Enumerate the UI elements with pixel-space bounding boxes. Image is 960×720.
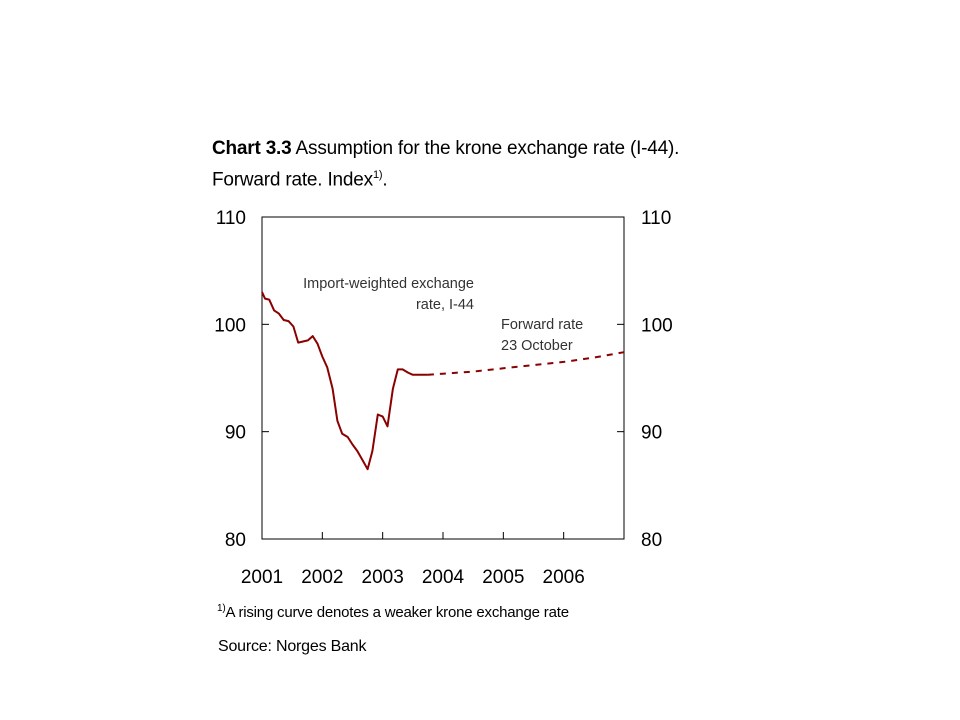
chart-title-text: Assumption for the krone exchange rate (… [212,138,680,191]
x-tick-label: 2004 [422,567,465,588]
x-tick-label: 2003 [362,567,404,588]
forward-rate-line [427,351,625,376]
annotation-forward-rate: 23 October [501,338,573,354]
y-tick-label-left: 110 [216,208,246,229]
y-tick-label-right: 100 [641,315,673,336]
y-tick-label-right: 110 [641,208,671,229]
x-tick-label: 2005 [482,567,524,588]
annotation-exchange-rate: Import-weighted exchange [303,276,474,292]
y-tick-label-left: 90 [225,423,246,444]
y-tick-label-right: 90 [641,423,662,444]
y-tick-label-right: 80 [641,530,662,551]
y-tick-label-left: 80 [225,530,246,551]
footnote: 1)A rising curve denotes a weaker krone … [217,603,569,621]
chart-title: Chart 3.3 Assumption for the krone excha… [212,136,682,193]
annotation-forward-rate: Forward rate [501,317,583,333]
source-note: Source: Norges Bank [218,638,367,655]
footnote-text: A rising curve denotes a weaker krone ex… [225,604,570,621]
title-suffix: . [382,169,388,191]
chart-number: Chart 3.3 [212,138,292,159]
y-tick-label-left: 100 [214,315,246,336]
footnote-marker: 1) [217,603,226,614]
x-tick-label: 2002 [301,567,343,588]
x-tick-label: 2001 [241,567,283,588]
exchange-rate-line [261,291,428,471]
plot-frame [261,216,625,540]
title-superscript: 1) [372,169,383,181]
x-tick-label: 2006 [543,567,585,588]
annotation-exchange-rate: rate, I-44 [416,297,474,313]
